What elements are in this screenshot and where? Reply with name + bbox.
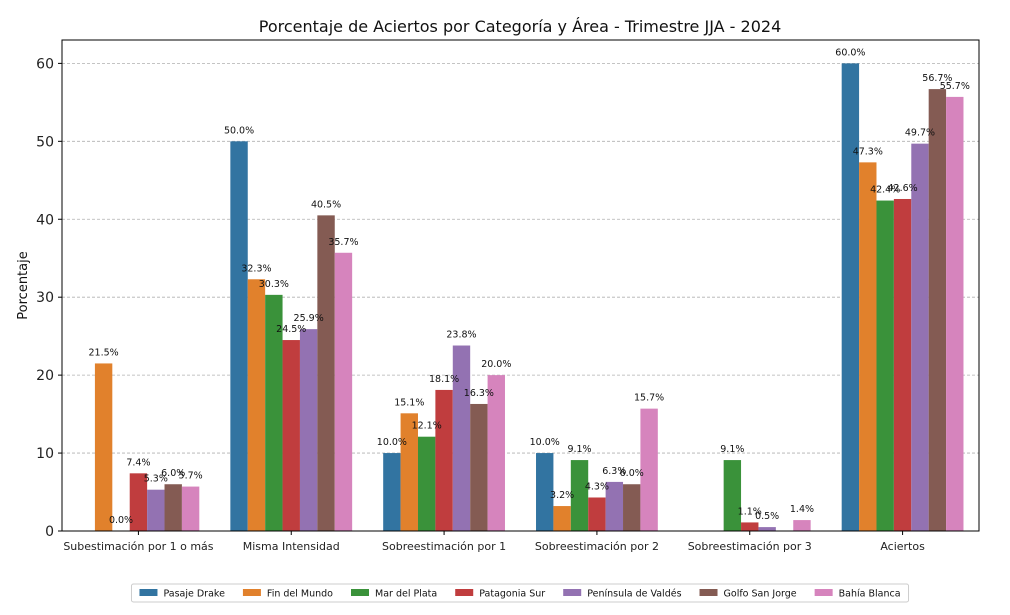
bar: [724, 460, 741, 531]
bar-value-label: 4.3%: [585, 481, 609, 492]
legend-swatch: [351, 589, 369, 596]
legend-label: Golfo San Jorge: [724, 589, 797, 600]
legend-swatch: [243, 589, 261, 596]
bar-value-label: 3.2%: [550, 490, 574, 501]
bar: [588, 497, 605, 531]
plot-frame: [62, 40, 979, 531]
bar-value-label: 42.6%: [887, 183, 917, 194]
bar-value-label: 6.0%: [620, 468, 644, 479]
bar-value-label: 50.0%: [224, 125, 254, 136]
bar: [435, 390, 452, 531]
legend-label: Fin del Mundo: [267, 589, 333, 600]
bar: [335, 253, 352, 531]
bar-value-label: 30.3%: [259, 279, 289, 290]
legend-swatch: [815, 589, 833, 596]
bar: [929, 89, 946, 531]
bar: [758, 527, 775, 531]
x-tick-label: Misma Intensidad: [243, 540, 340, 553]
y-axis: 0 10 20 30 40 50 60: [36, 56, 62, 540]
bar-value-label: 49.7%: [905, 128, 935, 139]
bar-value-label: 35.7%: [328, 237, 358, 248]
x-tick-label: Aciertos: [880, 540, 925, 553]
x-tick-label: Sobreestimación por 1: [382, 540, 506, 553]
bar-value-label: 60.0%: [835, 47, 865, 58]
legend-label: Península de Valdés: [587, 589, 681, 600]
y-tick-label: 40: [36, 212, 54, 228]
legend-label: Pasaje Drake: [163, 589, 225, 600]
y-tick-label: 30: [36, 290, 54, 306]
bar: [741, 522, 758, 531]
bar-value-label: 9.1%: [567, 444, 591, 455]
bar: [894, 199, 911, 531]
bar-value-label: 16.3%: [464, 388, 494, 399]
bar-value-label: 40.5%: [311, 199, 341, 210]
bar: [876, 201, 893, 531]
bar-value-label: 20.0%: [481, 359, 511, 370]
bar: [553, 506, 570, 531]
legend: Pasaje Drake Fin del Mundo Mar del Plata Pa…: [131, 584, 908, 602]
legend-label: Mar del Plata: [375, 589, 437, 600]
chart-title: Porcentaje de Aciertos por Categoría y Á…: [259, 17, 782, 36]
bar-value-label: 23.8%: [446, 330, 476, 341]
bar: [859, 162, 876, 531]
bar: [165, 484, 182, 531]
x-tick-label: Sobreestimación por 3: [688, 540, 812, 553]
bar: [230, 141, 247, 531]
y-tick-label: 0: [45, 524, 54, 540]
y-axis-title: Porcentaje: [16, 251, 31, 319]
bar-value-label: 21.5%: [89, 347, 119, 358]
bar-value-label: 10.0%: [377, 437, 407, 448]
legend-swatch: [563, 589, 581, 596]
legend-swatch: [139, 589, 157, 596]
bar: [842, 63, 859, 531]
bar-value-label: 47.3%: [853, 146, 883, 157]
y-tick-label: 20: [36, 368, 54, 384]
gridlines: [62, 63, 979, 453]
x-axis: Subestimación por 1 o más Misma Intensida…: [63, 531, 925, 553]
bar: [248, 279, 265, 531]
bar-value-label: 0.0%: [109, 515, 133, 526]
y-tick-label: 10: [36, 446, 54, 462]
bar: [418, 437, 435, 531]
legend-label: Patagonia Sur: [479, 589, 545, 600]
bar-value-label: 15.7%: [634, 393, 664, 404]
data-labels: 21.5%0.0%7.4%5.3%6.0%5.7%50.0%32.3%30.3%…: [89, 47, 970, 526]
bar: [470, 404, 487, 531]
bar: [946, 97, 963, 531]
bar-value-label: 18.1%: [429, 374, 459, 385]
bar: [182, 487, 199, 531]
legend-label: Bahía Blanca: [839, 589, 901, 600]
bar-value-label: 32.3%: [241, 263, 271, 274]
y-tick-label: 60: [36, 56, 54, 72]
bar-value-label: 15.1%: [394, 397, 424, 408]
bar-value-label: 25.9%: [294, 313, 324, 324]
bar: [317, 215, 334, 531]
x-tick-label: Subestimación por 1 o más: [63, 540, 213, 553]
bar-value-label: 7.4%: [126, 457, 150, 468]
bar-value-label: 1.4%: [790, 504, 814, 515]
bar: [793, 520, 810, 531]
legend-swatch: [700, 589, 718, 596]
bar: [147, 490, 164, 531]
bar: [383, 453, 400, 531]
bar-value-label: 12.1%: [412, 421, 442, 432]
bar-value-label: 9.1%: [720, 444, 744, 455]
bar-value-label: 55.7%: [940, 81, 970, 92]
y-tick-label: 50: [36, 134, 54, 150]
bar-value-label: 10.0%: [530, 437, 560, 448]
bar: [300, 329, 317, 531]
x-tick-label: Sobreestimación por 2: [535, 540, 659, 553]
bar: [95, 363, 112, 531]
legend-swatch: [455, 589, 473, 596]
bar-value-label: 0.5%: [755, 511, 779, 522]
bar: [911, 144, 928, 531]
bar: [283, 340, 300, 531]
bar-value-label: 5.7%: [179, 471, 203, 482]
bar: [623, 484, 640, 531]
bar-value-label: 24.5%: [276, 324, 306, 335]
